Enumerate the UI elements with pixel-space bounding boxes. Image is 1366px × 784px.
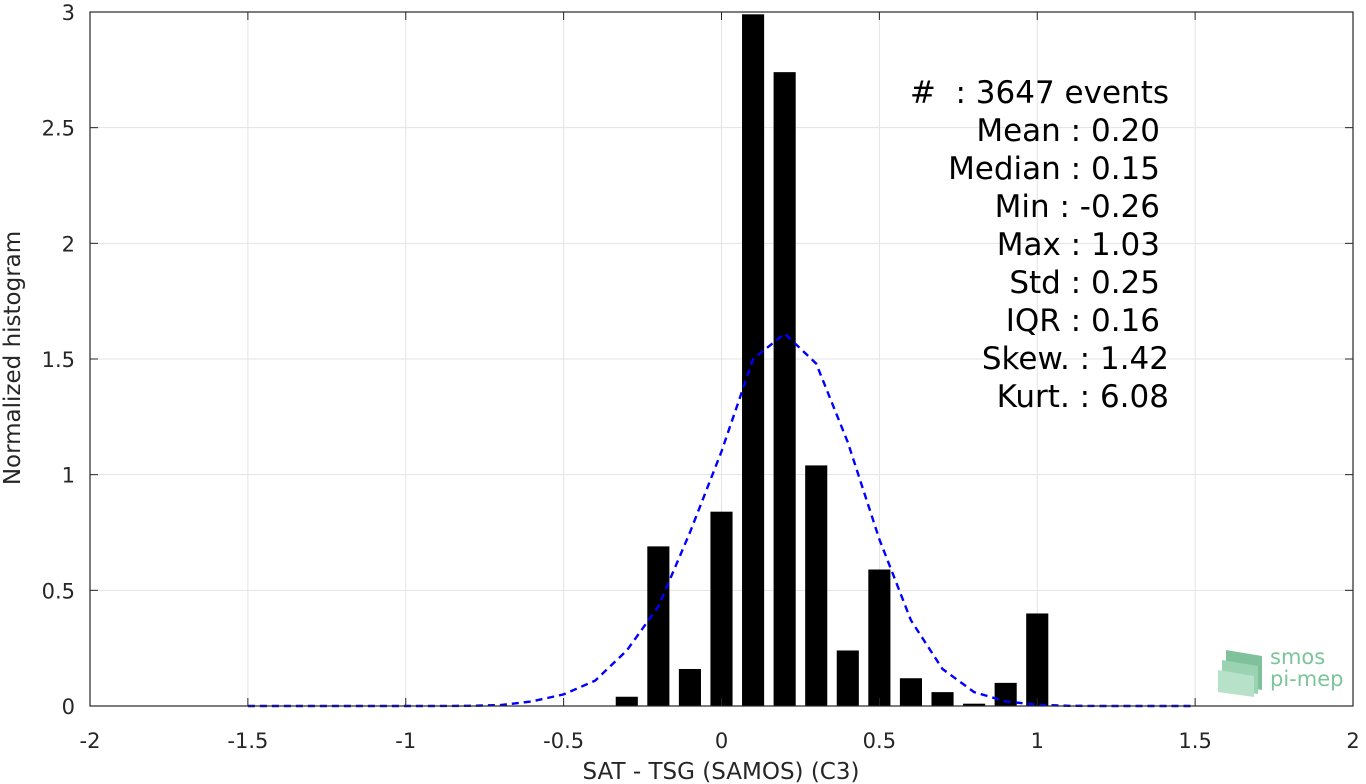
x-tick-label: -1.5: [227, 729, 268, 753]
stat-mean: Mean : 0.20: [976, 113, 1160, 149]
histogram-bar: [1026, 613, 1049, 706]
stat-std: Std : 0.25: [1009, 265, 1160, 301]
stat-kurt: Kurt. : 6.08: [997, 379, 1169, 415]
y-tick-label: 0.5: [42, 579, 75, 603]
y-tick-label: 3: [62, 1, 75, 25]
histogram-bar: [963, 703, 986, 706]
y-tick-label: 1.5: [42, 348, 75, 372]
y-tick-label: 1: [62, 464, 75, 488]
y-tick-label: 2: [62, 232, 75, 256]
x-axis-label: SAT - TSG (SAMOS) (C3): [583, 759, 860, 784]
y-tick-label: 0: [62, 695, 75, 719]
histogram-bar: [678, 668, 701, 706]
histogram-bar: [994, 682, 1017, 706]
stat-events: # : 3647 events: [910, 75, 1169, 111]
logo-mark-icon: [1218, 650, 1262, 697]
x-tick-label: -2: [80, 729, 101, 753]
x-tick-label: -0.5: [543, 729, 584, 753]
stats-box: # : 3647 events Mean : 0.20 Median : 0.1…: [910, 75, 1169, 415]
histogram-bar: [615, 696, 638, 706]
x-tick-label: 0.5: [863, 729, 896, 753]
histogram-bar: [710, 511, 733, 706]
histogram-bar: [836, 650, 859, 706]
y-axis-label: Normalized histogram: [0, 231, 26, 485]
x-tick-label: 1.5: [1178, 729, 1211, 753]
stat-max: Max : 1.03: [997, 227, 1160, 263]
x-tick-label: 2: [1346, 729, 1359, 753]
histogram-bar: [805, 465, 828, 706]
x-tick-label: 1: [1031, 729, 1044, 753]
x-tick-label: 0: [715, 729, 728, 753]
y-tick-label: 2.5: [42, 117, 75, 141]
histogram-bar: [931, 692, 954, 706]
logo-text-pi-mep: pi-mep: [1270, 667, 1343, 691]
x-tick-label: -1: [395, 729, 416, 753]
stat-iqr: IQR : 0.16: [1006, 303, 1160, 339]
smos-pi-mep-logo: smos pi-mep: [1218, 645, 1343, 697]
histogram-bar: [773, 72, 796, 706]
y-axis-ticks: 0 0.5 1 1.5 2 2.5 3: [42, 1, 1353, 719]
histogram-bar: [868, 569, 891, 706]
logo-text-smos: smos: [1270, 645, 1325, 669]
histogram-bar: [899, 678, 923, 706]
histogram-bar: [647, 546, 670, 706]
x-axis-ticks: -2 -1.5 -1 -0.5 0 0.5 1 1.5 2: [80, 12, 1360, 753]
stat-min: Min : -0.26: [995, 189, 1160, 225]
stat-median: Median : 0.15: [948, 151, 1160, 187]
stat-skew: Skew. : 1.42: [982, 341, 1169, 377]
